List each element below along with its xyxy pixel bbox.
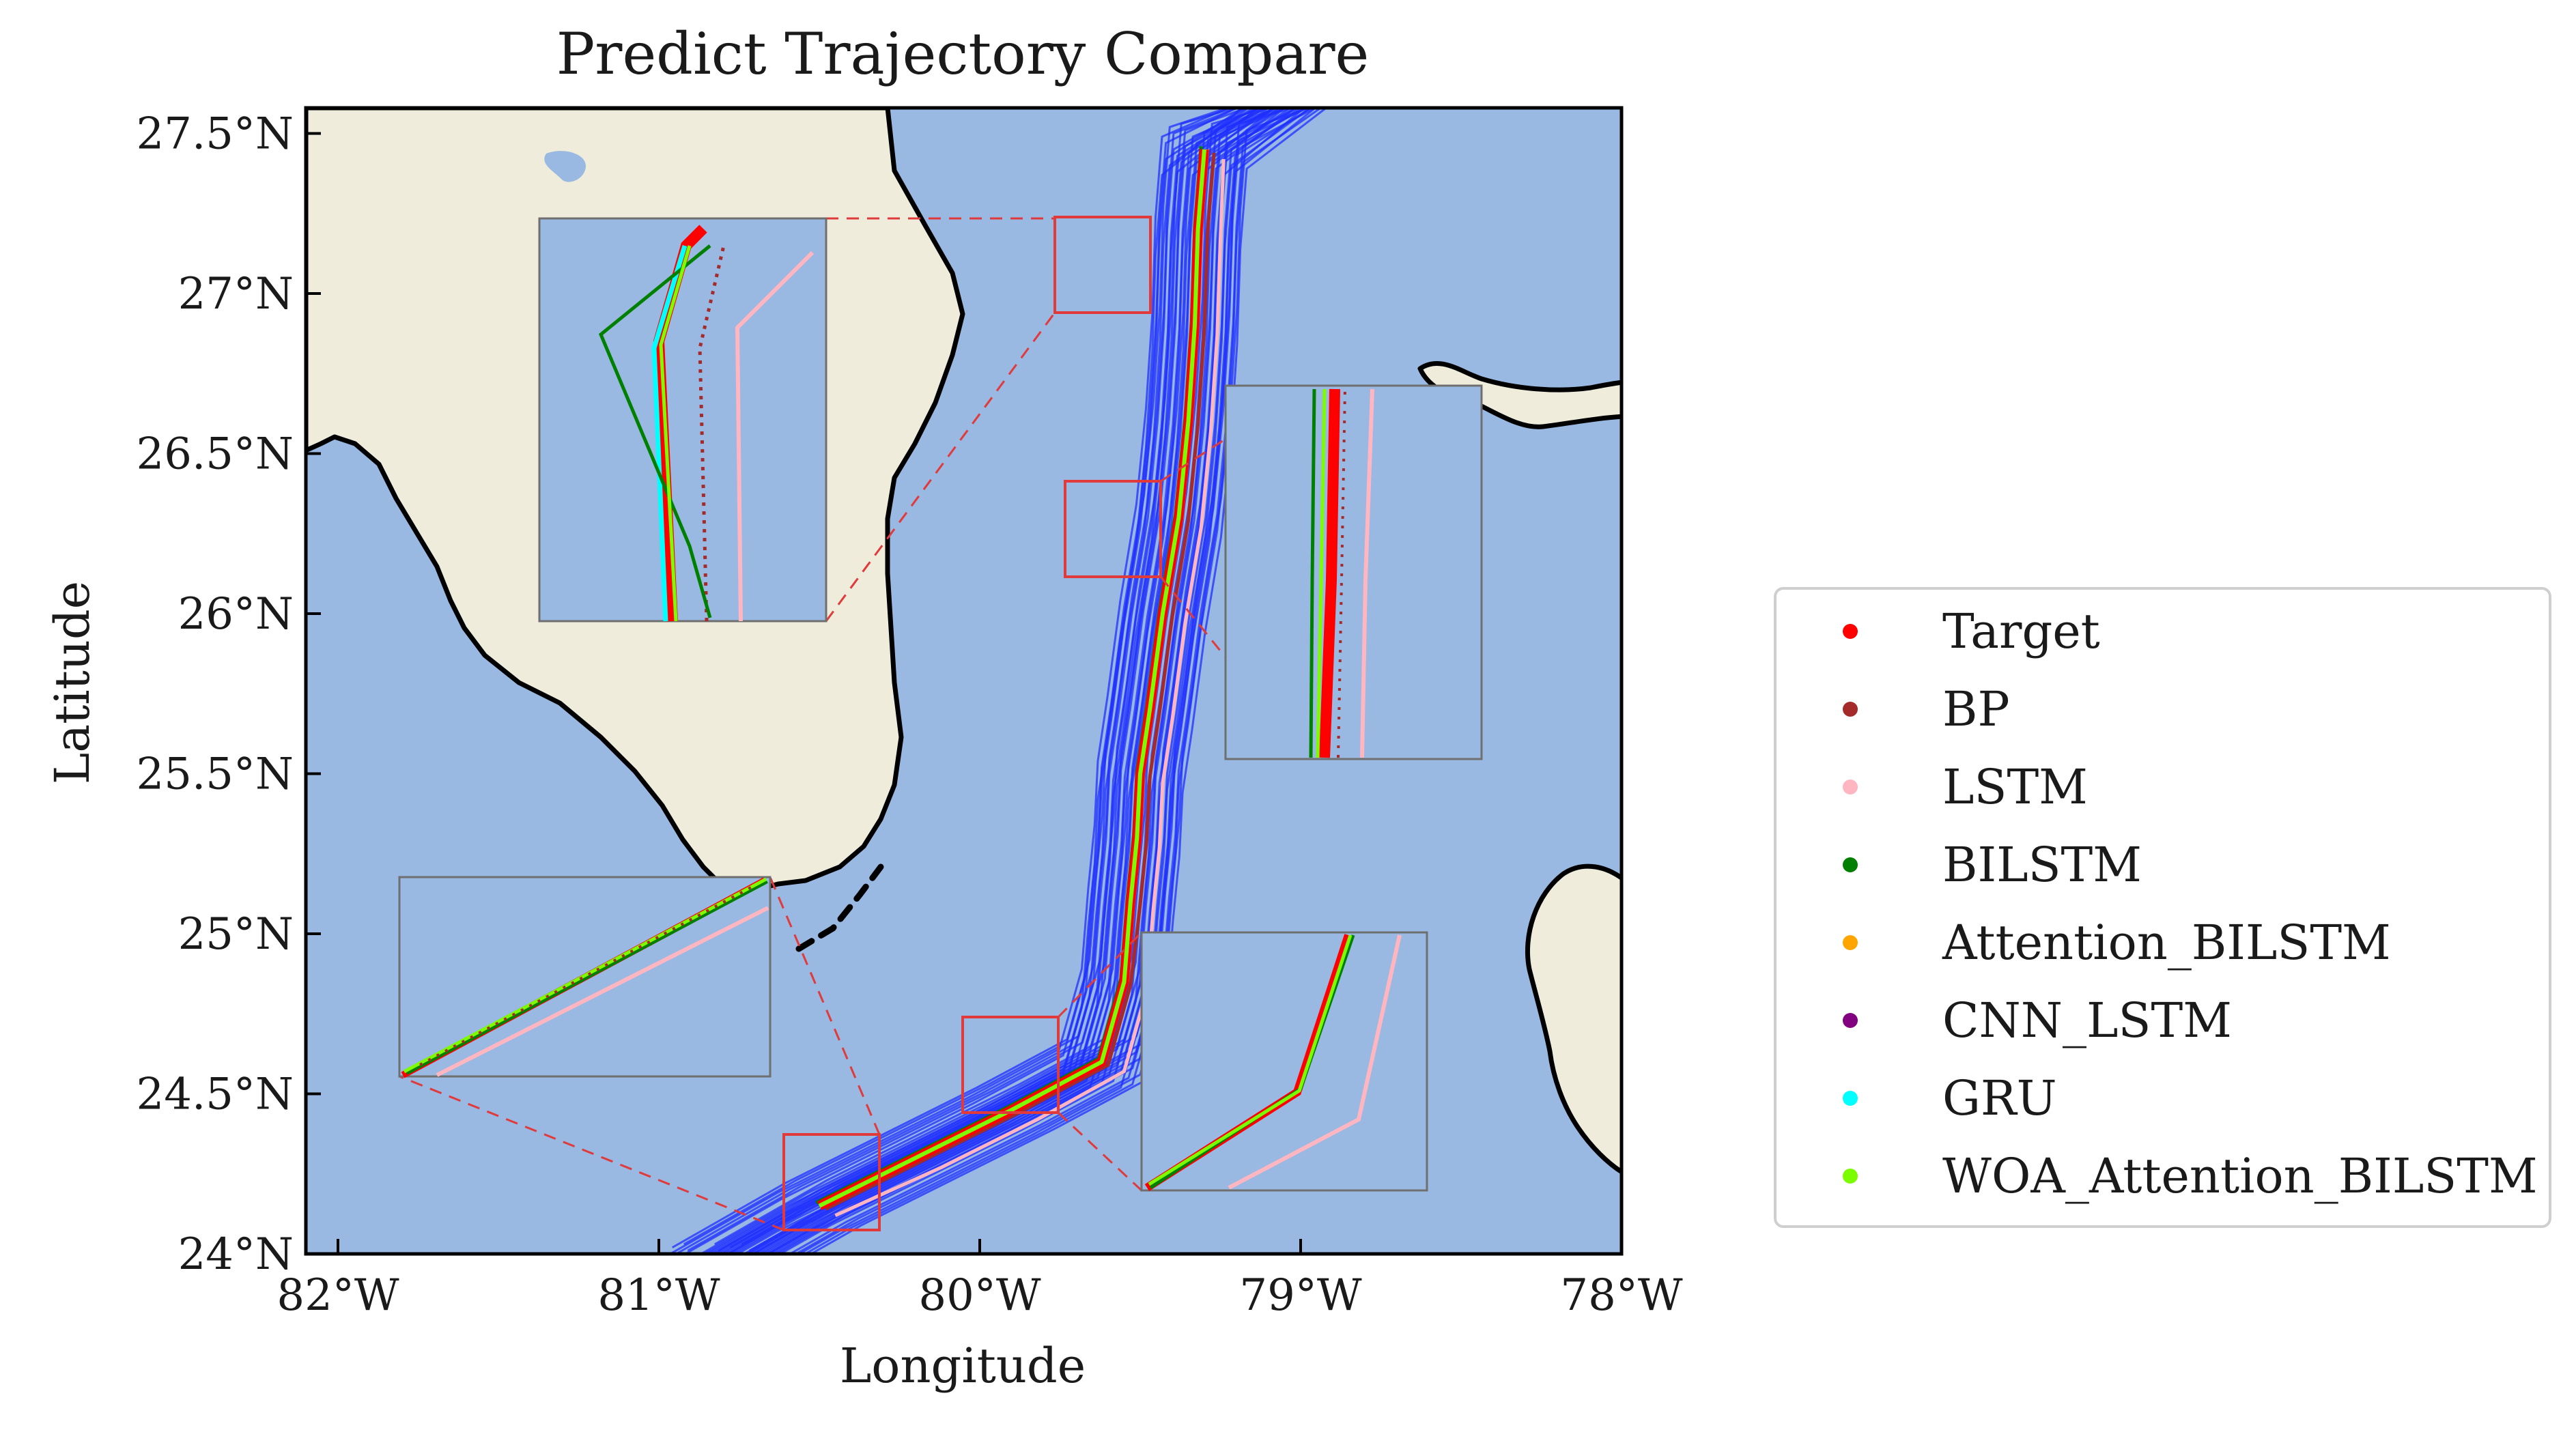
zoom-box-south	[782, 1133, 881, 1231]
inset-mid	[1224, 384, 1483, 760]
legend-marker	[1843, 1013, 1858, 1028]
series-woa-attention-bilstm	[818, 149, 1206, 1208]
y-tick-label: 25°N	[178, 909, 294, 960]
legend: Target BP LSTM BILSTM Attention_BILSTM CNN_LS…	[1774, 587, 2551, 1228]
legend-marker	[1843, 780, 1858, 795]
legend-marker	[1843, 935, 1858, 950]
x-tick-label: 82°W	[277, 1270, 399, 1321]
trajectory-line	[711, 108, 1245, 1254]
andros-land	[1525, 863, 1622, 1175]
map-panel	[304, 106, 1624, 1256]
trajectory-line	[803, 108, 1318, 1254]
y-tick-label: 24.5°N	[137, 1070, 294, 1120]
legend-label: Target	[1942, 603, 2100, 659]
lake-okeechobee	[544, 151, 586, 182]
legend-marker	[1843, 702, 1858, 717]
y-tick-label: 27.5°N	[137, 109, 294, 160]
inset-south	[398, 876, 772, 1078]
chart-title: Predict Trajectory Compare	[556, 20, 1369, 87]
y-axis-ticks: 24°N 24.5°N 25°N 25.5°N 26°N 26.5°N 27°N 27.5°N	[137, 109, 321, 1280]
trajectory-line	[708, 108, 1260, 1254]
trajectory-line	[788, 108, 1312, 1254]
y-tick-label: 25.5°N	[137, 749, 294, 800]
legend-label: Attention_BILSTM	[1942, 915, 2391, 971]
x-tick-label: 79°W	[1239, 1270, 1361, 1321]
y-axis-label: Latitude	[44, 581, 100, 784]
florida-keys	[795, 863, 884, 952]
x-tick-label: 78°W	[1560, 1270, 1682, 1321]
inset-north	[538, 217, 827, 623]
trajectory-line	[702, 108, 1249, 1254]
legend-label: LSTM	[1942, 759, 2088, 815]
legend-label: WOA_Attention_BILSTM	[1942, 1148, 2538, 1204]
trajectory-line	[797, 108, 1306, 1254]
x-axis-label: Longitude	[840, 1338, 1086, 1394]
y-tick-label: 26°N	[178, 589, 294, 640]
trajectory-line	[671, 108, 1231, 1248]
trajectory-line	[683, 108, 1239, 1246]
series-bp	[825, 152, 1216, 1211]
zoom-box-mid	[1064, 480, 1162, 578]
y-tick-label: 24°N	[178, 1229, 294, 1280]
inset-turn	[1140, 931, 1428, 1192]
y-tick-label: 27°N	[178, 269, 294, 319]
legend-marker	[1843, 624, 1858, 639]
legend-label: CNN_LSTM	[1942, 992, 2232, 1048]
legend-items: Target BP LSTM BILSTM Attention_BILSTM CNN_LS…	[1843, 603, 2538, 1204]
legend-label: GRU	[1942, 1070, 2057, 1126]
trajectory-line	[793, 108, 1323, 1254]
legend-frame	[1774, 587, 2551, 1228]
trajectory-line	[668, 108, 1232, 1254]
trajectory-line	[745, 108, 1260, 1254]
trajectory-line	[751, 108, 1271, 1254]
y-tick-label: 26.5°N	[137, 429, 294, 480]
trajectory-line	[778, 108, 1297, 1254]
x-tick-label: 80°W	[918, 1270, 1041, 1321]
series-lstm	[834, 158, 1226, 1217]
legend-marker	[1843, 1169, 1858, 1184]
x-tick-label: 81°W	[597, 1270, 720, 1321]
zoom-box-turn	[961, 1016, 1060, 1114]
trajectory-line	[766, 108, 1275, 1254]
map-frame	[304, 106, 1624, 1256]
x-axis-ticks: 82°W 81°W 80°W 79°W 78°W	[277, 1239, 1683, 1321]
series-layer	[815, 146, 1226, 1217]
legend-marker	[1843, 1091, 1858, 1106]
legend-label: BILSTM	[1942, 837, 2142, 893]
trajectory-line	[808, 108, 1328, 1254]
zoom-box-north	[1053, 216, 1152, 314]
legend-marker	[1843, 857, 1858, 872]
legend-label: BP	[1942, 681, 2010, 737]
